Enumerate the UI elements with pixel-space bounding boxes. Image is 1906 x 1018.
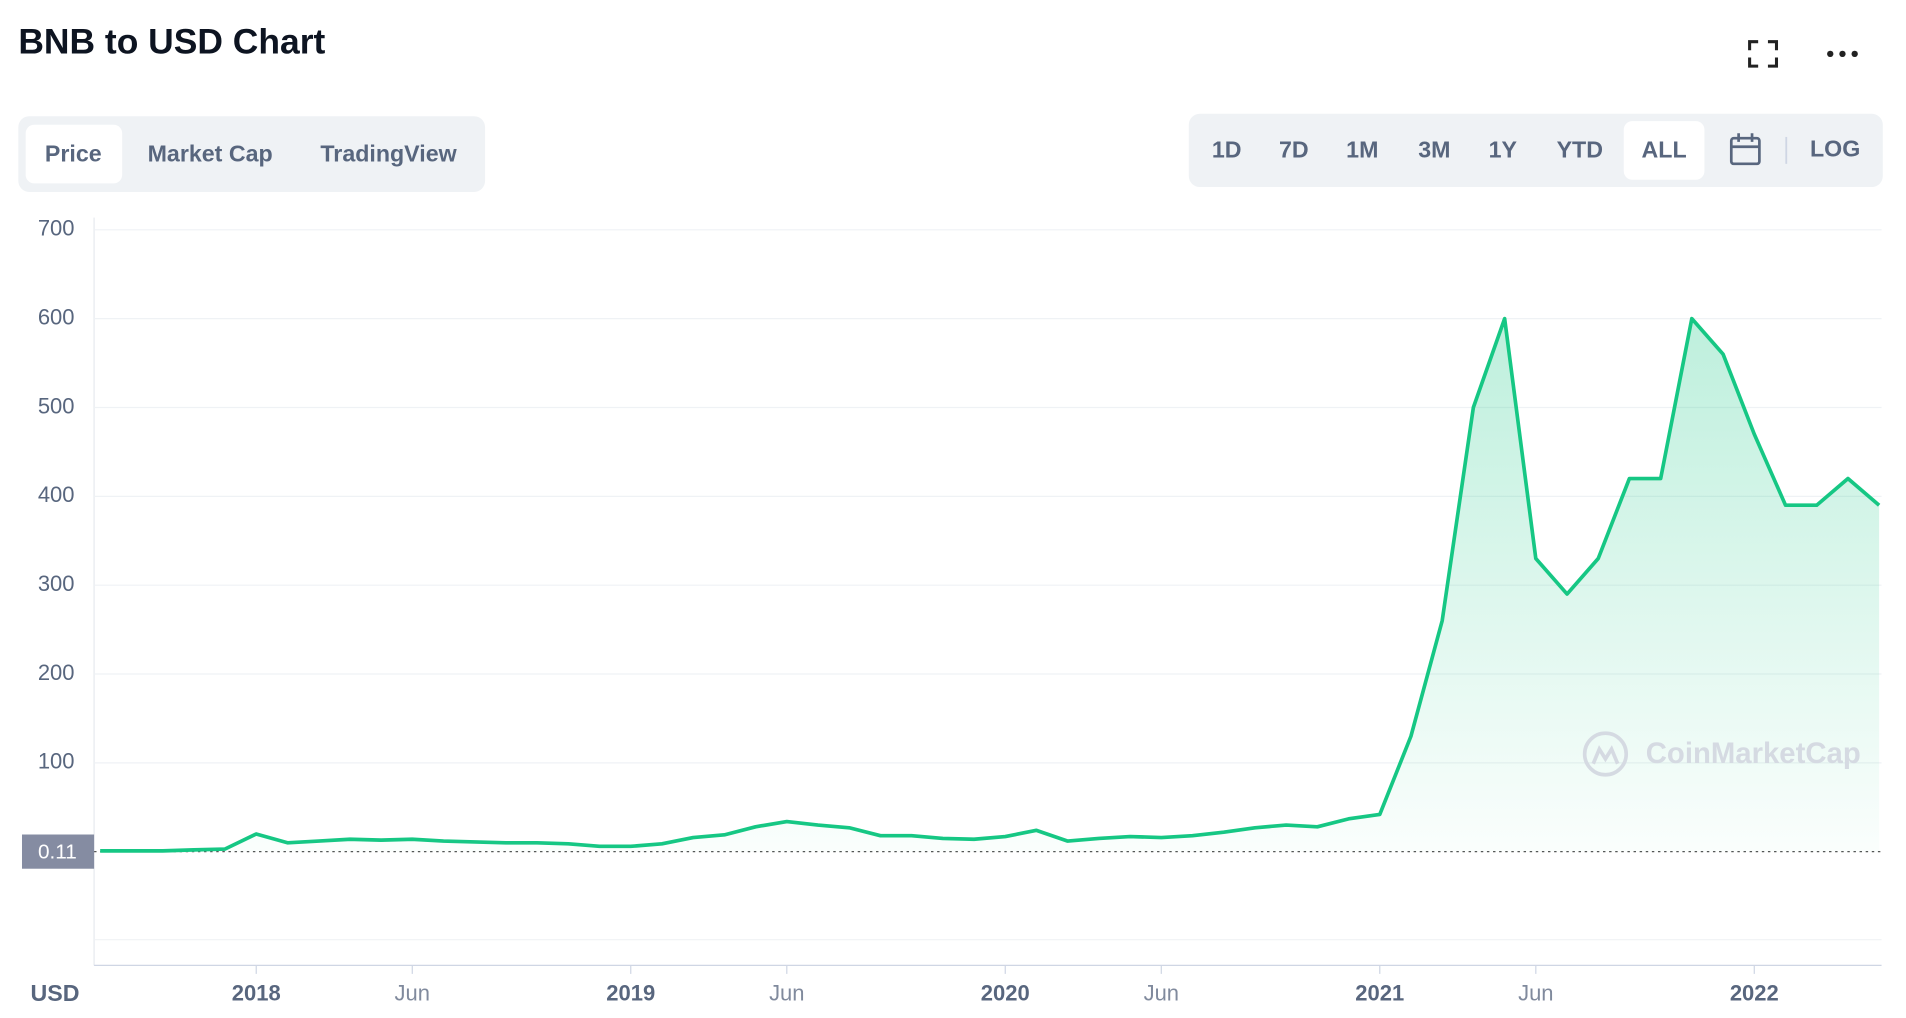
range-button[interactable]: ALL [1642,137,1687,163]
range-button[interactable]: YTD [1557,137,1603,163]
y-tick-label: 200 [38,660,75,685]
x-tick-label: Jun [1518,980,1553,1005]
x-tick-label: Jun [769,980,804,1005]
reference-badge [21,834,95,869]
y-tick-label: 600 [38,304,75,329]
x-tick-label: Jun [395,980,430,1005]
range-active [1623,121,1705,180]
x-tick-label: 2018 [232,980,281,1005]
axis-label: USD [31,980,80,1006]
reference-label: 0.11 [38,840,77,863]
x-tick-label: 2021 [1355,980,1404,1005]
y-tick-label: 500 [38,393,75,418]
tab-group [18,116,486,192]
range-button[interactable]: 3M [1418,137,1450,163]
range-button[interactable]: 1Y [1489,137,1518,163]
fullscreen-icon[interactable] [1748,40,1779,68]
tab[interactable]: Price [45,140,102,166]
log-button[interactable]: LOG [1810,136,1860,162]
calendar-icon[interactable] [1729,133,1761,166]
tab[interactable]: TradingView [320,140,457,166]
watermark-logo [1582,731,1629,777]
title: BNB to USD Chart [18,21,325,61]
y-tick-label: 100 [38,749,75,774]
range-button[interactable]: 1M [1346,137,1378,163]
price-area [100,318,1880,852]
y-tick-label: 300 [38,571,75,596]
price-line [100,316,1881,853]
range-button[interactable]: 1D [1212,137,1242,163]
tab-active [25,124,123,184]
x-tick-label: Jun [1144,980,1179,1005]
range-button[interactable]: 7D [1279,137,1309,163]
y-tick-label: 400 [38,482,75,507]
tab[interactable]: Market Cap [148,140,273,166]
watermark: CoinMarketCap [1646,737,1861,770]
y-tick-label: 700 [38,216,75,241]
more-icon[interactable] [1827,50,1858,58]
x-tick-label: 2020 [981,980,1030,1005]
x-tick-label: 2019 [606,980,655,1005]
x-tick-label: 2022 [1730,980,1779,1005]
range-group [1188,113,1883,188]
